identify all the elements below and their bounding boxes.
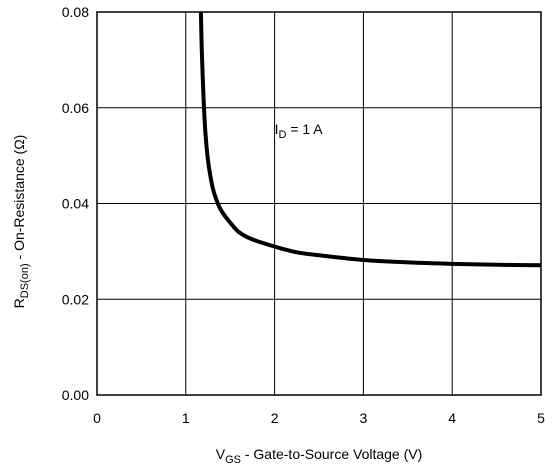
annotation-main: I <box>275 121 279 137</box>
x-tick-labels: 0 1 2 3 4 5 <box>93 410 545 426</box>
y-tick-label: 0.08 <box>62 4 89 20</box>
y-tick-labels: 0.00 0.02 0.04 0.06 0.08 <box>62 4 89 403</box>
x-tick-label: 3 <box>360 410 368 426</box>
id-annotation: ID = 1 A <box>275 121 324 141</box>
x-tick-label: 0 <box>93 410 101 426</box>
x-tick-label: 1 <box>182 410 190 426</box>
y-tick-label: 0.06 <box>62 100 89 116</box>
x-tick-label: 5 <box>537 410 545 426</box>
x-axis-label-rest: - Gate-to-Source Voltage (V) <box>241 446 422 462</box>
x-axis-label-sub: GS <box>225 454 241 464</box>
x-tick-label: 2 <box>271 410 279 426</box>
y-axis-label: RDS(on) - On-Resistance (Ω) <box>11 135 31 309</box>
x-tick-label: 4 <box>448 410 456 426</box>
series-layer <box>198 11 542 268</box>
annotation-sub: D <box>278 129 286 141</box>
y-tick-label: 0.04 <box>62 196 89 212</box>
plot-frame <box>96 11 542 396</box>
x-axis-label: VGS - Gate-to-Source Voltage (V) <box>216 446 423 464</box>
y-axis-label-main: R <box>11 298 27 308</box>
y-axis-label-sub: DS(on) <box>19 263 31 298</box>
grid-lines <box>97 12 541 395</box>
y-tick-label: 0.00 <box>62 387 89 403</box>
y-tick-label: 0.02 <box>62 291 89 307</box>
series-line-0 <box>198 11 542 268</box>
x-axis-label-main: V <box>216 446 226 462</box>
annotation-rest: = 1 A <box>286 121 323 137</box>
y-axis-label-rest: - On-Resistance (Ω) <box>11 135 27 264</box>
